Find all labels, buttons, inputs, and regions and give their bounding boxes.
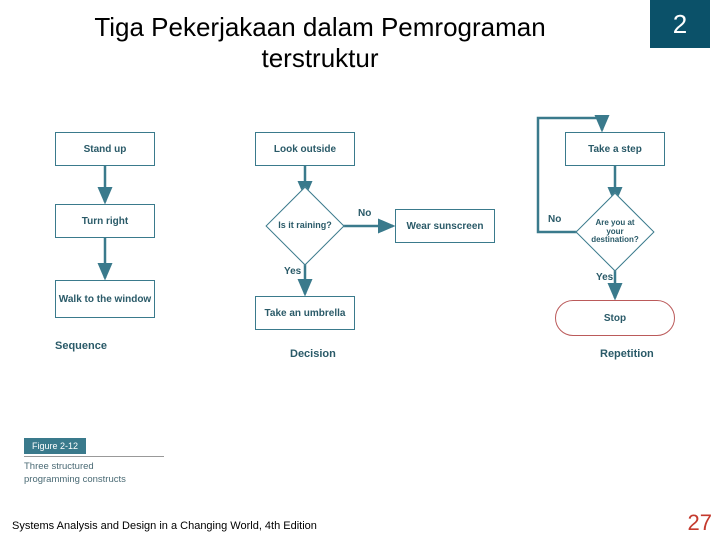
- page-title: Tiga Pekerjakaan dalam Pemrograman terst…: [60, 12, 580, 74]
- figure-divider: [24, 456, 164, 457]
- dec-diamond: Is it raining?: [277, 198, 333, 254]
- chapter-badge: 2: [650, 0, 710, 48]
- flowchart-diagram: Stand up Turn right Walk to the window S…: [0, 90, 720, 460]
- dec-box-bottom: Take an umbrella: [255, 296, 355, 330]
- seq-box-2: Turn right: [55, 204, 155, 238]
- rep-diamond: Are you at your destination?: [587, 204, 643, 260]
- figure-tag: Figure 2-12: [24, 438, 86, 454]
- seq-box-1: Stand up: [55, 132, 155, 166]
- dec-label: Decision: [290, 348, 336, 360]
- dec-no-label: No: [358, 208, 371, 219]
- page-number: 27: [688, 510, 712, 536]
- rep-box-top: Take a step: [565, 132, 665, 166]
- figure-caption: Figure 2-12 Three structured programming…: [24, 436, 164, 486]
- dec-box-right: Wear sunscreen: [395, 209, 495, 243]
- dec-yes-label: Yes: [284, 266, 301, 277]
- rep-terminator: Stop: [555, 300, 675, 336]
- rep-no-label: No: [548, 214, 561, 225]
- footer-text: Systems Analysis and Design in a Changin…: [12, 520, 317, 532]
- title-line-2: terstruktur: [261, 43, 378, 73]
- title-line-1: Tiga Pekerjakaan dalam Pemrograman: [94, 12, 545, 42]
- rep-diamond-text: Are you at your destination?: [587, 204, 643, 260]
- rep-yes-label: Yes: [596, 272, 613, 283]
- dec-box-top: Look outside: [255, 132, 355, 166]
- figure-description: Three structured programming constructs: [24, 461, 144, 486]
- dec-diamond-text: Is it raining?: [277, 198, 333, 254]
- seq-box-3: Walk to the window: [55, 280, 155, 318]
- rep-label: Repetition: [600, 348, 654, 360]
- seq-label: Sequence: [55, 340, 107, 352]
